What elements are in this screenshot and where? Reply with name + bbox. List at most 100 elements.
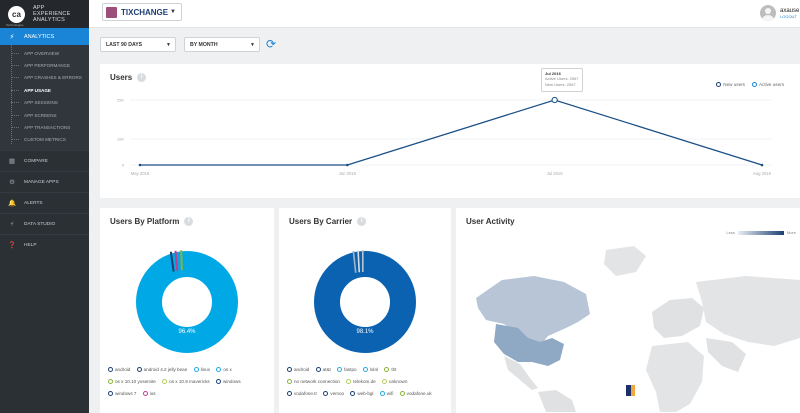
legend-item[interactable]: android 4.2 jelly bean — [136, 364, 188, 375]
legend-ring — [323, 391, 329, 396]
legend-item[interactable]: os x 10.10 yosemite — [108, 376, 156, 387]
legend-ring — [216, 379, 222, 384]
map-region-europe[interactable] — [652, 298, 704, 338]
carrier-slice-small[interactable] — [362, 250, 364, 272]
legend-item[interactable]: telekom.de — [346, 376, 376, 387]
legend-item[interactable]: vemoo — [323, 388, 344, 399]
legend-item[interactable]: tht — [384, 364, 396, 375]
carrier-legend: android at&t fastpo lolol tht no network… — [287, 364, 445, 400]
brand[interactable]: ca Technologies APP EXPERIENCE ANALYTICS — [0, 0, 89, 28]
legend-item[interactable]: android — [108, 364, 130, 375]
info-icon[interactable]: i — [137, 73, 147, 82]
carrier-slice-small[interactable] — [352, 250, 357, 273]
legend-ring — [142, 391, 148, 396]
data-point[interactable] — [346, 163, 349, 167]
subnav-app-usage[interactable]: APP USAGE — [0, 84, 89, 96]
sidebar-item-label: MANAGE APPS — [24, 179, 59, 185]
sidebar-item-data-studio[interactable]: ⚡ DATA STUDIO — [0, 213, 89, 234]
subnav-app-transactions[interactable]: APP TRANSACTIONS — [0, 121, 89, 133]
legend-new-users[interactable]: New users — [716, 82, 745, 88]
map-region-highlight-2[interactable] — [631, 385, 635, 396]
legend-item[interactable]: vodafone.tr — [287, 388, 317, 399]
subnav-label: CUSTOM METRICS — [24, 137, 66, 143]
tooltip-active-users: Active Users: 2567 — [545, 76, 579, 82]
map-region-north-america[interactable] — [476, 276, 590, 348]
chevron-down-icon: ▼ — [170, 9, 176, 15]
subnav-app-screens[interactable]: APP SCREENS — [0, 109, 89, 121]
series-line-new-users[interactable] — [140, 99, 763, 166]
platform-slice-linux[interactable] — [136, 251, 238, 353]
subnav-app-performance[interactable]: APP PERFORMANCE — [0, 59, 89, 71]
carrier-donut-chart[interactable]: 98.1% — [279, 238, 451, 368]
pulse-icon: ⚡ — [9, 33, 15, 41]
legend-label: wifi — [386, 391, 394, 396]
sidebar-item-label: COMPARE — [24, 158, 48, 164]
platform-slice-android[interactable] — [169, 251, 175, 272]
legend-item[interactable]: android — [287, 364, 309, 375]
avatar[interactable] — [760, 5, 776, 21]
subnav-app-overview[interactable]: APP OVERVIEW — [0, 47, 89, 59]
map-region-south-america[interactable] — [538, 390, 576, 412]
legend-item[interactable]: windows 7 — [108, 388, 136, 399]
map-region-greenland[interactable] — [604, 246, 646, 276]
info-icon[interactable]: i — [357, 217, 367, 226]
legend-item[interactable]: wifi — [379, 388, 394, 399]
platform-slice-os-x[interactable] — [180, 250, 183, 271]
info-icon[interactable]: i — [184, 217, 194, 226]
carrier-slice-small[interactable] — [357, 250, 361, 273]
legend-item[interactable]: fastpo — [337, 364, 357, 375]
legend-item[interactable]: lolol — [362, 364, 378, 375]
granularity-select[interactable]: BY MONTH ▼ — [184, 37, 260, 52]
data-point[interactable] — [138, 163, 142, 167]
legend-label: fastpo — [344, 367, 357, 372]
sidebar-item-label: ANALYTICS — [24, 33, 55, 40]
data-point[interactable] — [760, 163, 764, 167]
data-point[interactable] — [551, 96, 558, 104]
map-region-asia[interactable] — [696, 276, 800, 346]
legend-label: android — [294, 367, 310, 372]
subnav-app-crashes[interactable]: APP CRASHES & ERRORS — [0, 72, 89, 84]
sidebar-item-help[interactable]: ❓ HELP — [0, 234, 89, 255]
subnav-label: APP SESSIONS — [24, 100, 58, 106]
date-range-select[interactable]: LAST 90 DAYS ▼ — [100, 37, 176, 52]
legend-item[interactable]: no network connection — [287, 376, 340, 387]
legend-item[interactable]: vodafone.uk — [399, 388, 432, 399]
map-region-africa[interactable] — [646, 342, 704, 412]
legend-item[interactable]: windows — [216, 376, 241, 387]
sidebar-item-alerts[interactable]: 🔔 ALERTS — [0, 192, 89, 213]
map-region-south-asia[interactable] — [706, 338, 746, 372]
legend-label: telekom.de — [353, 379, 376, 384]
map-region-highlight[interactable] — [626, 385, 631, 396]
legend-item[interactable]: unknown — [382, 376, 407, 387]
user-name: axause — [780, 7, 800, 14]
legend-ring — [287, 391, 292, 396]
sidebar-item-manage-apps[interactable]: ⚙ MANAGE APPS — [0, 171, 89, 192]
legend-item[interactable]: os x — [216, 364, 232, 375]
legend-item[interactable]: web-bgl — [350, 388, 373, 399]
refresh-icon[interactable]: ⟳ — [265, 37, 277, 51]
sidebar-item-compare[interactable]: ▦ COMPARE — [0, 150, 89, 171]
sidebar-item-analytics[interactable]: ⚡ ANALYTICS — [0, 28, 89, 45]
user-menu[interactable]: axause LOGOUT — [760, 2, 800, 24]
app-selector[interactable]: TIXCHANGE ▼ — [102, 3, 182, 21]
legend-item[interactable]: at&t — [315, 364, 331, 375]
world-map[interactable] — [456, 242, 800, 412]
subnav-app-sessions[interactable]: APP SESSIONS — [0, 97, 89, 109]
legend-item[interactable]: linux — [193, 364, 210, 375]
map-region-usa[interactable] — [494, 324, 564, 366]
date-range-value: LAST 90 DAYS — [106, 41, 143, 48]
legend-label: android 4.2 jelly bean — [143, 367, 188, 372]
legend-item[interactable]: ios — [142, 388, 156, 399]
logout-link[interactable]: LOGOUT — [780, 13, 797, 19]
legend-active-users[interactable]: Active users — [751, 82, 784, 88]
platform-donut-chart[interactable]: 96.4% — [100, 238, 274, 368]
subnav-custom-metrics[interactable]: CUSTOM METRICS — [0, 134, 89, 146]
panel-title: Users i — [110, 73, 147, 82]
users-line-chart[interactable]: 0 10K 25K May 2016 Jun 2016 Jul 2016 Aug 2016 — [100, 64, 800, 198]
legend-ring — [350, 391, 356, 396]
carrier-slice-main[interactable] — [314, 251, 416, 353]
pulse-icon: ⚡ — [9, 221, 15, 229]
legend-item[interactable]: os x 10.9 mavericks — [162, 376, 210, 387]
platform-slice-ios[interactable] — [174, 250, 179, 271]
map-region-mexico[interactable] — [504, 356, 538, 390]
